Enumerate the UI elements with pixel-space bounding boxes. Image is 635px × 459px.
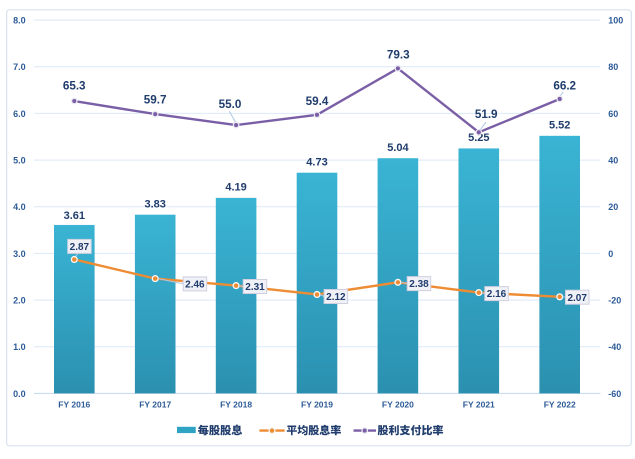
svg-text:2.12: 2.12 [326, 292, 346, 303]
svg-text:0: 0 [608, 249, 613, 259]
svg-text:65.3: 65.3 [63, 80, 86, 93]
svg-text:5.52: 5.52 [549, 120, 570, 132]
svg-text:4.0: 4.0 [13, 202, 26, 212]
svg-text:66.2: 66.2 [553, 79, 576, 92]
svg-text:3.83: 3.83 [144, 199, 165, 211]
svg-text:2.46: 2.46 [185, 280, 205, 291]
svg-text:51.9: 51.9 [475, 108, 498, 121]
svg-text:FY 2021: FY 2021 [463, 399, 495, 409]
svg-text:3.61: 3.61 [64, 210, 85, 222]
svg-text:2.31: 2.31 [245, 282, 265, 293]
svg-text:-60: -60 [608, 389, 621, 399]
svg-text:2.16: 2.16 [487, 289, 507, 300]
svg-text:2.87: 2.87 [70, 242, 90, 253]
svg-text:2.07: 2.07 [567, 293, 587, 304]
svg-text:59.7: 59.7 [144, 94, 167, 107]
svg-text:40: 40 [608, 156, 618, 166]
svg-text:FY 2016: FY 2016 [58, 399, 90, 409]
svg-text:FY 2017: FY 2017 [139, 399, 171, 409]
svg-text:2.38: 2.38 [409, 279, 429, 290]
svg-text:4.19: 4.19 [225, 182, 246, 194]
svg-text:2.0: 2.0 [13, 296, 26, 306]
svg-text:80: 80 [608, 62, 618, 72]
svg-text:3.0: 3.0 [13, 249, 26, 259]
svg-text:60: 60 [608, 109, 618, 119]
svg-text:FY 2018: FY 2018 [220, 399, 252, 409]
svg-text:-40: -40 [608, 342, 621, 352]
svg-text:1.0: 1.0 [13, 342, 26, 352]
svg-text:5.0: 5.0 [13, 156, 26, 166]
svg-text:8.0: 8.0 [13, 16, 26, 26]
svg-text:0.0: 0.0 [13, 389, 26, 399]
svg-text:FY 2019: FY 2019 [301, 399, 333, 409]
svg-text:100: 100 [608, 16, 623, 26]
svg-text:7.0: 7.0 [13, 62, 26, 72]
svg-text:-20: -20 [608, 296, 621, 306]
svg-text:6.0: 6.0 [13, 109, 26, 119]
svg-text:FY 2020: FY 2020 [382, 399, 414, 409]
svg-text:4.73: 4.73 [306, 157, 327, 169]
svg-text:79.3: 79.3 [387, 49, 410, 62]
svg-text:59.4: 59.4 [306, 95, 329, 108]
svg-text:20: 20 [608, 202, 618, 212]
svg-text:5.04: 5.04 [387, 142, 409, 154]
svg-text:55.0: 55.0 [219, 98, 242, 111]
svg-text:FY 2022: FY 2022 [544, 399, 576, 409]
